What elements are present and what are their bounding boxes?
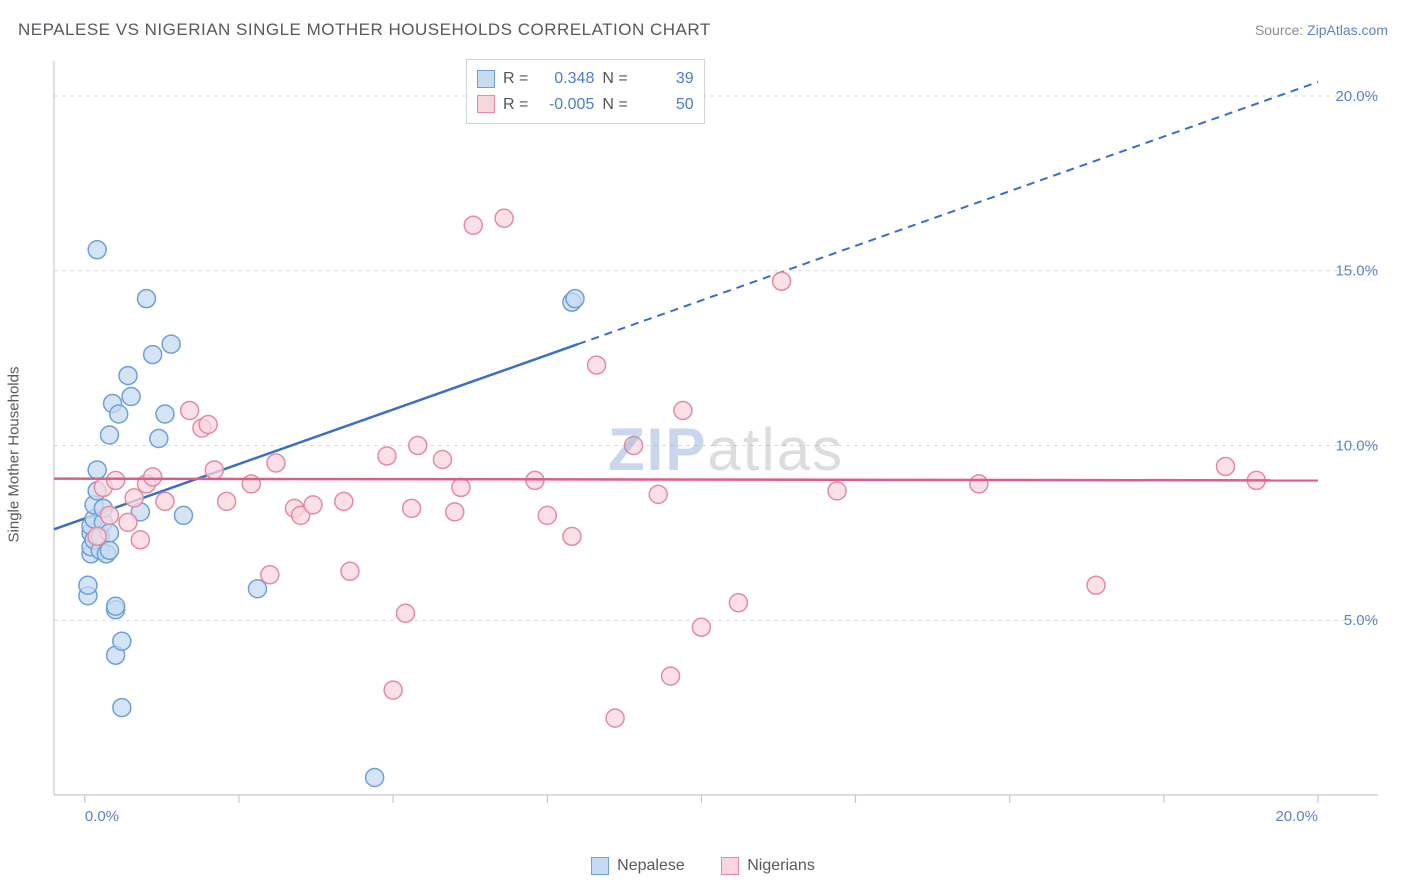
stats-swatch-nigerians [477, 95, 495, 113]
legend-label-nigerians: Nigerians [747, 857, 815, 875]
svg-text:20.0%: 20.0% [1335, 88, 1378, 105]
y-axis-label: Single Mother Households [6, 367, 23, 543]
title-row: NEPALESE VS NIGERIAN SINGLE MOTHER HOUSE… [18, 20, 1388, 40]
legend-swatch-nigerians [721, 857, 739, 875]
stats-row-1: R = 0.348 N = 39 [477, 66, 694, 92]
chart-container: NEPALESE VS NIGERIAN SINGLE MOTHER HOUSE… [0, 0, 1406, 892]
svg-text:15.0%: 15.0% [1335, 263, 1378, 280]
source-prefix: Source: [1255, 22, 1307, 38]
plot-area: 5.0%10.0%15.0%20.0%0.0%20.0% ZIPatlas R … [48, 55, 1388, 835]
legend-label-nepalese: Nepalese [617, 857, 685, 875]
legend-swatch-nepalese [591, 857, 609, 875]
legend-item-nigerians: Nigerians [721, 857, 815, 875]
source-label: Source: ZipAtlas.com [1255, 22, 1388, 38]
stats-r-value-2: -0.005 [536, 92, 594, 118]
stats-row-2: R = -0.005 N = 50 [477, 92, 694, 118]
scatter-svg: 5.0% 10.0% 15.0% 20.0% 0.0% 20.0% [48, 55, 1388, 835]
stats-legend-box: R = 0.348 N = 39 R = -0.005 N = 50 [466, 59, 705, 124]
stats-n-label-2: N = [602, 92, 627, 118]
stats-swatch-nepalese [477, 70, 495, 88]
legend-item-nepalese: Nepalese [591, 857, 685, 875]
stats-r-label-2: R = [503, 92, 528, 118]
bottom-legend: Nepalese Nigerians [0, 857, 1406, 880]
svg-text:20.0%: 20.0% [1275, 808, 1318, 825]
stats-n-value-1: 39 [636, 66, 694, 92]
stats-r-label-1: R = [503, 66, 528, 92]
svg-text:0.0%: 0.0% [85, 808, 119, 825]
source-link[interactable]: ZipAtlas.com [1307, 22, 1388, 38]
chart-title: NEPALESE VS NIGERIAN SINGLE MOTHER HOUSE… [18, 20, 711, 40]
svg-text:10.0%: 10.0% [1335, 437, 1378, 454]
stats-r-value-1: 0.348 [536, 66, 594, 92]
stats-n-label-1: N = [602, 66, 627, 92]
svg-text:5.0%: 5.0% [1344, 612, 1378, 629]
stats-n-value-2: 50 [636, 92, 694, 118]
